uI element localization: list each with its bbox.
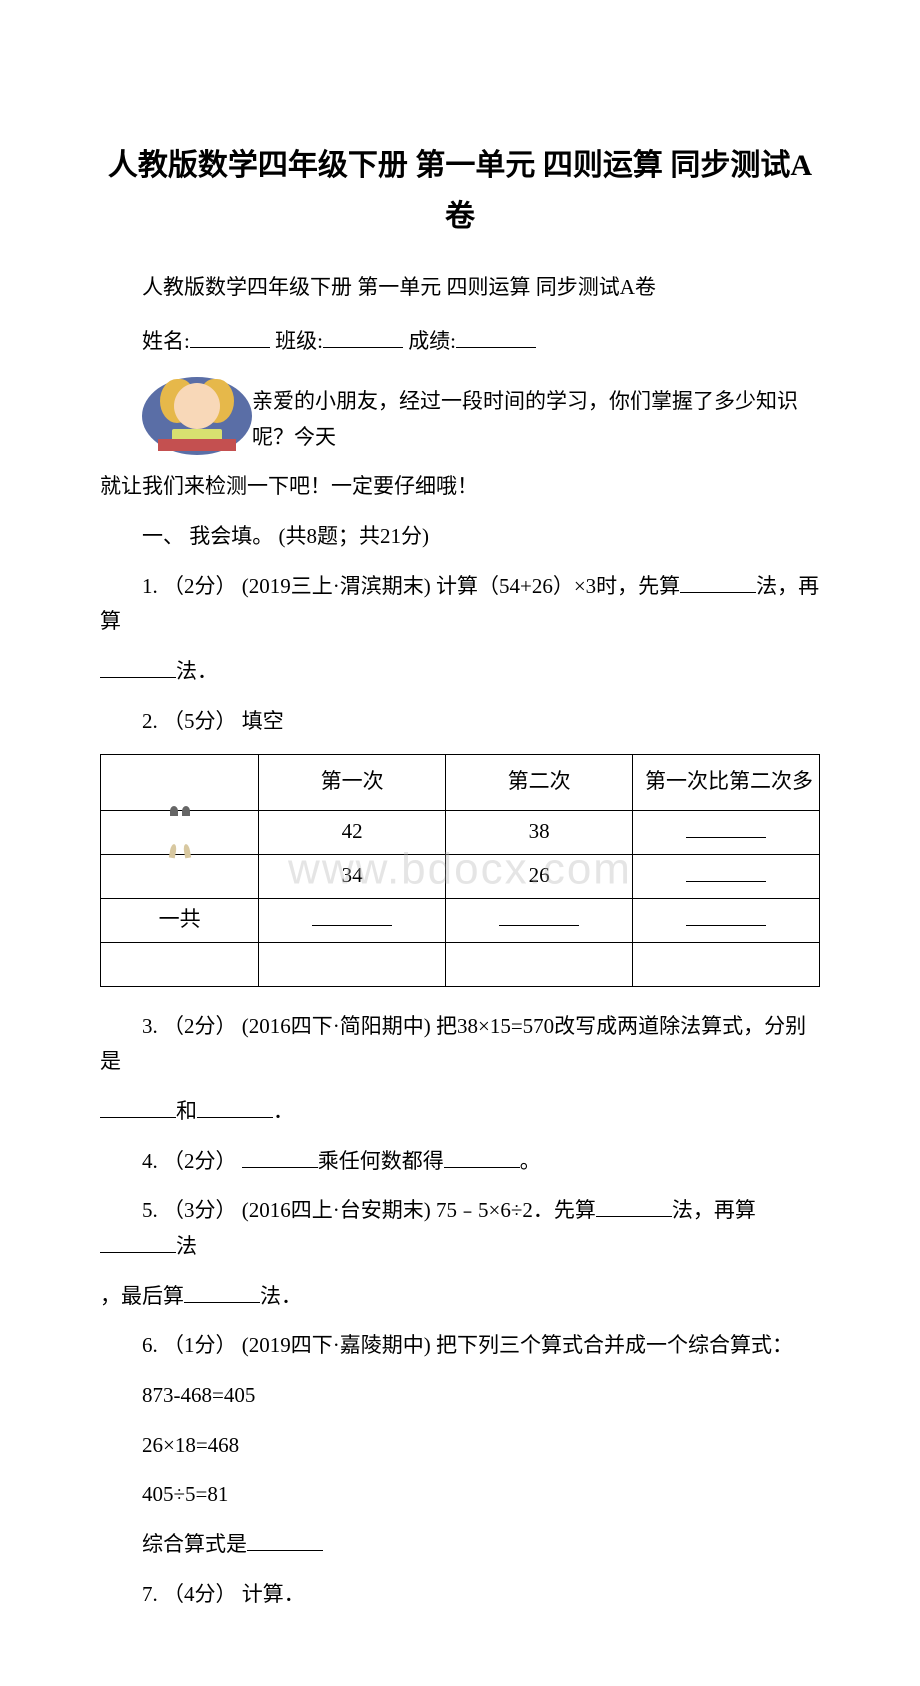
- name-label: 姓名:: [142, 329, 190, 353]
- table-header-3: 第一次比第二次多: [633, 754, 820, 810]
- q4-blank-1[interactable]: [242, 1144, 318, 1167]
- student-cartoon-icon: [142, 377, 252, 455]
- q5-blank-3[interactable]: [184, 1280, 260, 1303]
- name-blank[interactable]: [190, 325, 270, 348]
- row1-val2: 38: [446, 810, 633, 854]
- question-3: 3. （2分） (2016四下·简阳期中) 把38×15=570改写成两道除法算…: [100, 1009, 820, 1080]
- q1-suffix: 法．: [176, 659, 218, 683]
- q3-mid: 和: [176, 1099, 197, 1123]
- q1-blank-2[interactable]: [100, 655, 176, 678]
- q6-answer: 综合算式是: [100, 1527, 820, 1563]
- q5-mid2: 法: [176, 1234, 197, 1258]
- row3-blank3: [633, 898, 820, 942]
- q4-blank-2[interactable]: [444, 1144, 520, 1167]
- table-header-2: 第二次: [446, 754, 633, 810]
- q3-suffix: ．: [273, 1099, 294, 1123]
- score-label: 成绩:: [408, 329, 456, 353]
- row2-val1: 34: [259, 854, 446, 898]
- rabbit-icon: [163, 856, 197, 884]
- table-header-blank: [101, 754, 259, 810]
- q5-blank-2[interactable]: [100, 1230, 176, 1253]
- question-3-cont: 和．: [100, 1094, 820, 1130]
- row1-icon-cell: [101, 810, 259, 854]
- row1-blank: [633, 810, 820, 854]
- q3-prefix: 3. （2分） (2016四下·简阳期中) 把38×15=570改写成两道除法算…: [100, 1014, 806, 1074]
- row3-blank1: [259, 898, 446, 942]
- q6-eq2: 26×18=468: [100, 1428, 820, 1464]
- cell-blank[interactable]: [686, 817, 766, 838]
- table-row: 第一次 第二次 第一次比第二次多: [101, 754, 820, 810]
- class-label: 班级:: [275, 329, 323, 353]
- intro-line1: 亲爱的小朋友，经过一段时间的学习，你们掌握了多少知识呢？今天: [252, 384, 820, 455]
- question-4: 4. （2分） 乘任何数都得 。: [100, 1144, 820, 1180]
- question-7: 7. （4分） 计算．: [100, 1577, 820, 1613]
- question-5: 5. （3分） (2016四上·台安期末) 75﹣5×6÷2．先算 法，再算法: [100, 1193, 820, 1264]
- q3-blank-1[interactable]: [100, 1095, 176, 1118]
- q1-prefix: 1. （2分） (2019三上·渭滨期末) 计算（54+26）×3时，先算: [142, 574, 680, 598]
- row1-val1: 42: [259, 810, 446, 854]
- q1-blank-1[interactable]: [680, 570, 756, 593]
- cell-blank[interactable]: [499, 905, 579, 926]
- student-info-line: 姓名: 班级: 成绩:: [100, 324, 820, 360]
- question-1: 1. （2分） (2019三上·渭滨期末) 计算（54+26）×3时，先算法，再…: [100, 569, 820, 640]
- table-row: 42 38: [101, 810, 820, 854]
- tail-cell: [446, 942, 633, 986]
- q6-eq1: 873-468=405: [100, 1378, 820, 1414]
- question-1-cont: 法．: [100, 654, 820, 690]
- subtitle: 人教版数学四年级下册 第一单元 四则运算 同步测试A卷: [100, 270, 820, 306]
- section-1-heading: 一、 我会填。 (共8题；共21分): [100, 519, 820, 555]
- row2-val2: 26: [446, 854, 633, 898]
- q5-mid1: 法，再算: [672, 1198, 756, 1222]
- question-6: 6. （1分） (2019四下·嘉陵期中) 把下列三个算式合并成一个综合算式：: [100, 1328, 820, 1364]
- q5-line2-prefix: ，最后算: [100, 1284, 184, 1308]
- q4-prefix: 4. （2分）: [142, 1149, 242, 1173]
- intro-block: 亲爱的小朋友，经过一段时间的学习，你们掌握了多少知识呢？今天: [100, 377, 820, 455]
- class-blank[interactable]: [323, 325, 403, 348]
- q6-eq3: 405÷5=81: [100, 1477, 820, 1513]
- row2-icon-cell: [101, 854, 259, 898]
- tail-cell: [101, 942, 259, 986]
- page-title: 人教版数学四年级下册 第一单元 四则运算 同步测试A卷: [100, 140, 820, 242]
- table-row: [101, 942, 820, 986]
- cow-icon: [163, 812, 197, 840]
- q2-table: 第一次 第二次 第一次比第二次多 42 38 34 26 一共: [100, 754, 820, 987]
- q3-blank-2[interactable]: [197, 1095, 273, 1118]
- table-header-1: 第一次: [259, 754, 446, 810]
- question-2: 2. （5分） 填空: [100, 704, 820, 740]
- intro-line2: 就让我们来检测一下吧！一定要仔细哦！: [100, 469, 820, 505]
- table-wrapper: 第一次 第二次 第一次比第二次多 42 38 34 26 一共 www.bdoc…: [100, 754, 820, 987]
- tail-cell: [633, 942, 820, 986]
- q6-answer-label: 综合算式是: [142, 1532, 247, 1556]
- q4-mid: 乘任何数都得: [318, 1149, 444, 1173]
- row3-label: 一共: [101, 898, 259, 942]
- cell-blank[interactable]: [312, 905, 392, 926]
- row2-blank: [633, 854, 820, 898]
- cell-blank[interactable]: [686, 861, 766, 882]
- table-row: 34 26: [101, 854, 820, 898]
- row3-blank2: [446, 898, 633, 942]
- q5-line2-suffix: 法．: [260, 1284, 302, 1308]
- q5-blank-1[interactable]: [596, 1194, 672, 1217]
- table-row: 一共: [101, 898, 820, 942]
- cell-blank[interactable]: [686, 905, 766, 926]
- question-5-cont: ，最后算 法．: [100, 1279, 820, 1315]
- q6-blank[interactable]: [247, 1528, 323, 1551]
- q5-prefix: 5. （3分） (2016四上·台安期末) 75﹣5×6÷2．先算: [142, 1198, 596, 1222]
- tail-cell: [259, 942, 446, 986]
- q4-suffix: 。: [520, 1149, 541, 1173]
- score-blank[interactable]: [456, 325, 536, 348]
